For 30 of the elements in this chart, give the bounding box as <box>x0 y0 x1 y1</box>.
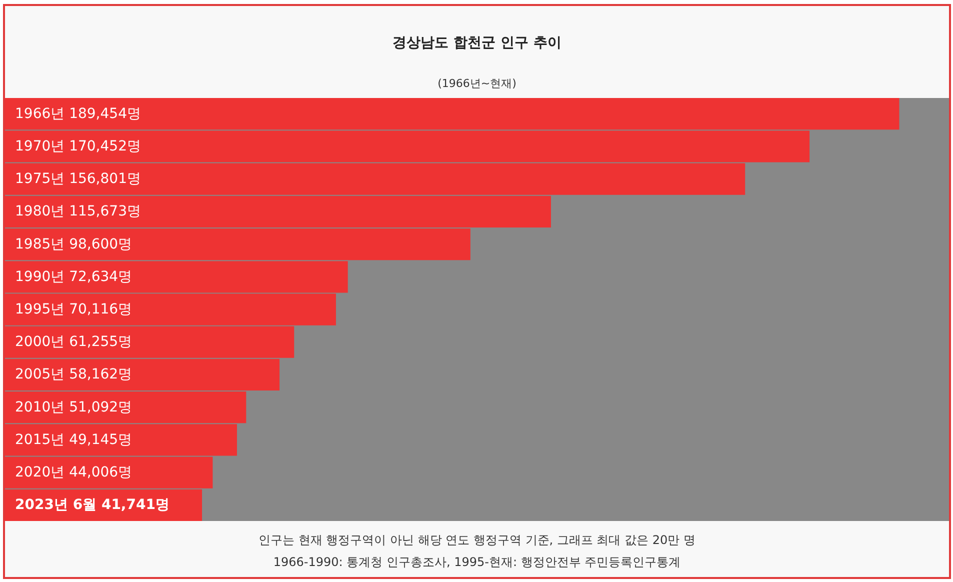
text: 인구는 현재 행정구역이 아닌 해당 연도 행정구역 기준, 그래프 최대 값은 20만 명 <box>258 532 696 549</box>
data-label: 41,741명 <box>101 497 170 514</box>
y-tick-label: 1975년 <box>15 171 65 188</box>
y-tick-label: 2023년 6월 <box>15 497 97 514</box>
y-tick-label: 2020년 <box>15 464 65 481</box>
data-label: 51,092명 <box>69 399 132 416</box>
chart-title: 경상남도 합천군 인구 추이 <box>392 34 562 52</box>
data-label: 156,801명 <box>69 171 141 188</box>
data-label: 58,162명 <box>69 366 132 383</box>
y-tick-label: 2000년 <box>15 334 65 350</box>
data-label: 170,452명 <box>69 138 141 154</box>
data-label: 98,600명 <box>69 236 132 252</box>
data-label: 44,006명 <box>69 464 132 481</box>
text: 1966-1990: 통계청 인구총조사, 1995-현재: 행정안전부 주민등록인구통계 <box>272 554 682 571</box>
y-tick-label: 1966년 <box>15 106 65 122</box>
data-label: 70,116명 <box>69 302 132 318</box>
data-label: 189,454명 <box>69 106 141 122</box>
y-tick-label: 2010년 <box>15 399 65 416</box>
y-tick-label: 1970년 <box>15 138 65 154</box>
y-tick-label: 2015년 <box>15 432 65 448</box>
y-tick-label: 1985년 <box>15 236 65 252</box>
data-label: 72,634명 <box>69 268 132 285</box>
y-tick-label: 1995년 <box>15 302 65 318</box>
y-tick-label: 2005년 <box>15 366 65 383</box>
data-label: 61,255명 <box>69 334 132 350</box>
y-tick-label: 1980년 <box>15 204 65 220</box>
chart-subtitle: (1966년~현재) <box>436 76 518 91</box>
data-label: 115,673명 <box>69 204 141 220</box>
data-label: 49,145명 <box>69 432 132 448</box>
y-tick-label: 1990년 <box>15 268 65 285</box>
